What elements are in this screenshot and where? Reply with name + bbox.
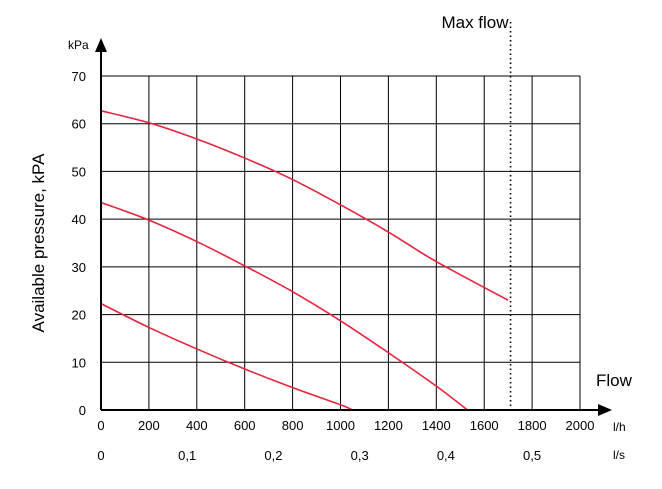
x-tick-label: 200 (138, 418, 160, 433)
x-tick-label: 1000 (326, 418, 355, 433)
x-axis-arrow-icon (598, 404, 612, 416)
y-tick-label: 20 (72, 308, 86, 323)
y-tick-label: 60 (72, 117, 86, 132)
y-unit-label: kPa (68, 38, 89, 52)
y-tick-label: 30 (72, 260, 86, 275)
y-tick-label: 10 (72, 355, 86, 370)
x-tick-label-secondary: 0,3 (351, 448, 369, 463)
pressure-curve-1 (100, 110, 509, 301)
x-tick-label-secondary: 0,4 (437, 448, 455, 463)
x-tick-label: 600 (234, 418, 256, 433)
x-tick-label: 400 (186, 418, 208, 433)
x-unit-secondary-label: l/s (613, 448, 625, 462)
y-tick-label: 50 (72, 164, 86, 179)
x-tick-label: 1200 (374, 418, 403, 433)
y-tick-label: 40 (72, 212, 86, 227)
grid (101, 75, 581, 410)
x-tick-label-secondary: 0 (97, 448, 104, 463)
y-tick-label: 70 (72, 69, 86, 84)
curves (100, 110, 509, 411)
pressure-curve-3 (100, 302, 353, 411)
y-axis-title: Available pressure, kPA (29, 153, 48, 333)
x-tick-label: 2000 (566, 418, 595, 433)
x-tick-label: 1600 (470, 418, 499, 433)
pressure-curve-2 (100, 201, 468, 411)
max-flow-label: Max flow (441, 13, 509, 32)
y-axis-arrow-icon (95, 38, 107, 52)
max-flow-marker: Max flow (441, 13, 512, 410)
x-tick-label-secondary: 0,2 (264, 448, 282, 463)
x-tick-label: 800 (282, 418, 304, 433)
x-tick-label: 1400 (422, 418, 451, 433)
x-tick-label: 0 (97, 418, 104, 433)
x-tick-label-secondary: 0,1 (178, 448, 196, 463)
axes (95, 38, 612, 416)
x-tick-label: 1800 (518, 418, 547, 433)
x-tick-label-secondary: 0,5 (523, 448, 541, 463)
y-tick-label: 0 (79, 403, 86, 418)
x-axis-title: Flow (596, 371, 633, 390)
x-unit-primary-label: l/h (613, 420, 626, 434)
